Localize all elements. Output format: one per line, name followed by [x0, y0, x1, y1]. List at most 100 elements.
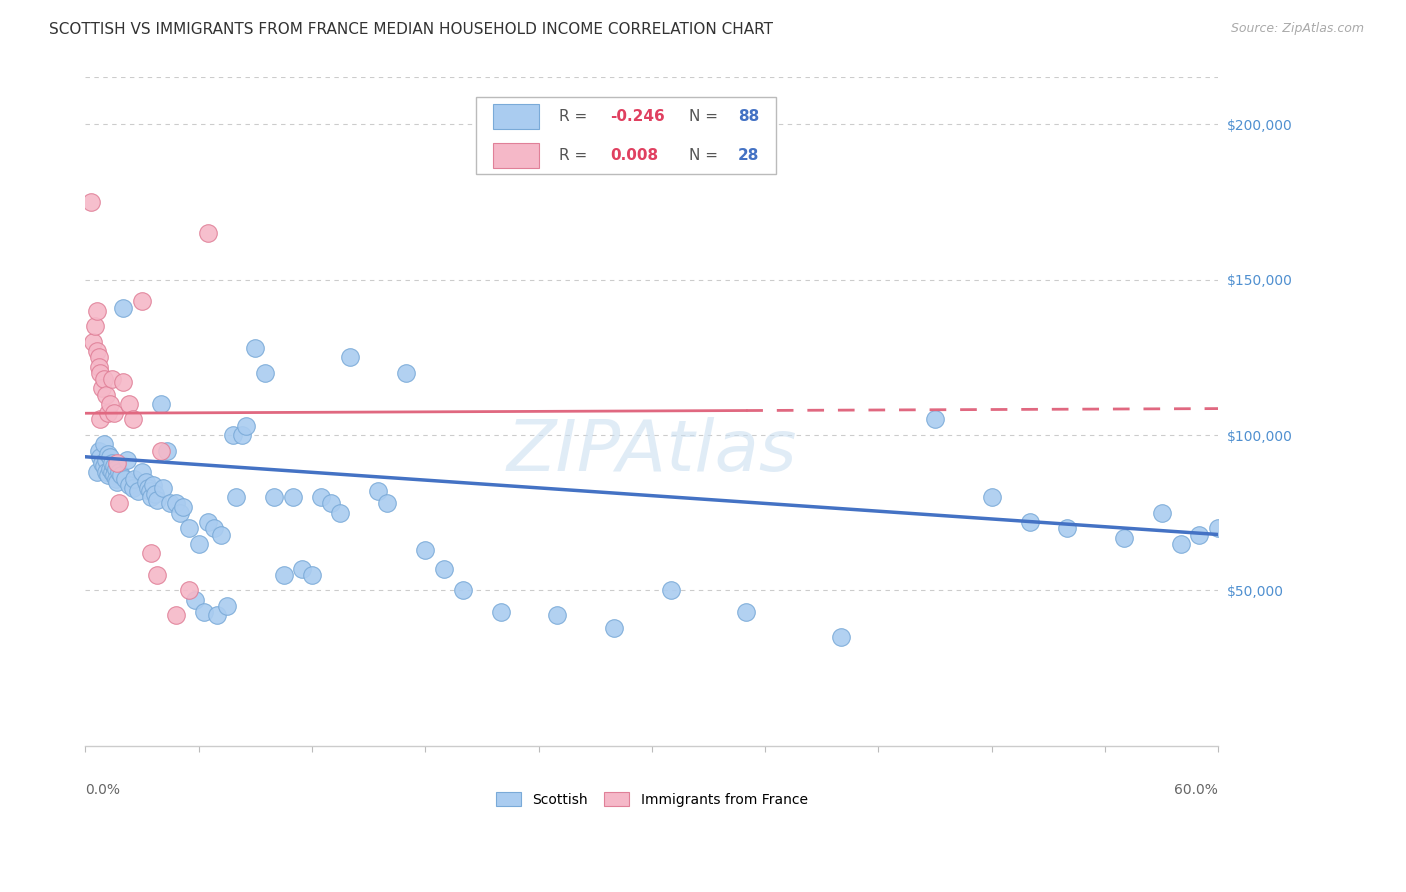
Point: [108, 466, 131, 480]
Point: [112, 375, 135, 389]
Text: R =: R =: [560, 109, 592, 124]
Text: SCOTTISH VS IMMIGRANTS FROM FRANCE MEDIAN HOUSEHOLD INCOME CORRELATION CHART: SCOTTISH VS IMMIGRANTS FROM FRANCE MEDIA…: [49, 22, 773, 37]
Point: [1018, 515, 1040, 529]
Point: [124, 471, 146, 485]
Point: [83, 319, 105, 334]
Point: [159, 496, 181, 510]
Point: [114, 471, 136, 485]
Point: [1150, 506, 1173, 520]
Point: [110, 468, 132, 483]
Point: [273, 568, 295, 582]
Point: [179, 583, 201, 598]
Point: [93, 459, 115, 474]
Point: [89, 450, 111, 464]
Point: [291, 562, 314, 576]
Text: -0.246: -0.246: [610, 109, 665, 124]
Point: [108, 496, 131, 510]
Point: [103, 406, 125, 420]
Point: [187, 537, 209, 551]
FancyBboxPatch shape: [477, 97, 776, 174]
Point: [225, 490, 247, 504]
Point: [173, 500, 195, 514]
Point: [197, 226, 219, 240]
Point: [184, 592, 207, 607]
Point: [253, 366, 276, 380]
Point: [82, 334, 104, 349]
Point: [89, 366, 111, 380]
Point: [155, 443, 177, 458]
Point: [980, 490, 1002, 504]
Text: ZIPAtlas: ZIPAtlas: [506, 417, 797, 486]
Point: [143, 487, 166, 501]
Point: [235, 418, 257, 433]
Point: [1112, 531, 1135, 545]
Point: [141, 490, 163, 504]
Point: [87, 443, 110, 458]
Point: [451, 583, 474, 598]
Point: [127, 483, 149, 498]
Point: [149, 397, 172, 411]
Point: [329, 506, 352, 520]
Text: 0.0%: 0.0%: [86, 782, 121, 797]
Point: [104, 471, 127, 485]
Point: [1056, 521, 1078, 535]
Point: [87, 359, 110, 374]
Point: [141, 546, 163, 560]
Point: [245, 341, 267, 355]
Point: [197, 515, 219, 529]
Point: [659, 583, 682, 598]
Point: [179, 521, 201, 535]
Point: [94, 387, 117, 401]
Point: [121, 412, 143, 426]
Point: [87, 351, 110, 365]
Point: [91, 456, 114, 470]
FancyBboxPatch shape: [494, 104, 538, 129]
Point: [311, 490, 333, 504]
Point: [169, 506, 191, 520]
Point: [209, 527, 232, 541]
Point: [91, 381, 114, 395]
Point: [1188, 527, 1211, 541]
Point: [301, 568, 323, 582]
Point: [118, 397, 141, 411]
Point: [221, 428, 243, 442]
Point: [138, 483, 160, 498]
Point: [395, 366, 418, 380]
Point: [103, 468, 125, 483]
Point: [207, 608, 229, 623]
Point: [367, 483, 389, 498]
Point: [93, 437, 115, 451]
Text: 0.008: 0.008: [610, 148, 658, 162]
Point: [135, 475, 157, 489]
Point: [100, 466, 122, 480]
Point: [97, 447, 120, 461]
Point: [136, 481, 159, 495]
Point: [98, 397, 121, 411]
Point: [413, 543, 436, 558]
Point: [165, 608, 187, 623]
Point: [86, 303, 108, 318]
Point: [830, 630, 852, 644]
Point: [107, 456, 129, 470]
Point: [100, 372, 122, 386]
Point: [146, 568, 169, 582]
Point: [489, 605, 512, 619]
Point: [142, 477, 165, 491]
Point: [1208, 521, 1230, 535]
Point: [149, 443, 172, 458]
Point: [118, 477, 141, 491]
Text: 60.0%: 60.0%: [1174, 782, 1219, 797]
Point: [152, 481, 174, 495]
Point: [215, 599, 238, 613]
Point: [146, 493, 169, 508]
Text: N =: N =: [689, 148, 723, 162]
Text: 88: 88: [738, 109, 759, 124]
Point: [165, 496, 187, 510]
Point: [97, 468, 120, 483]
Point: [86, 344, 108, 359]
Point: [80, 194, 103, 209]
Point: [93, 372, 115, 386]
Point: [131, 294, 153, 309]
Legend: Scottish, Immigrants from France: Scottish, Immigrants from France: [491, 787, 813, 813]
Text: N =: N =: [689, 109, 723, 124]
